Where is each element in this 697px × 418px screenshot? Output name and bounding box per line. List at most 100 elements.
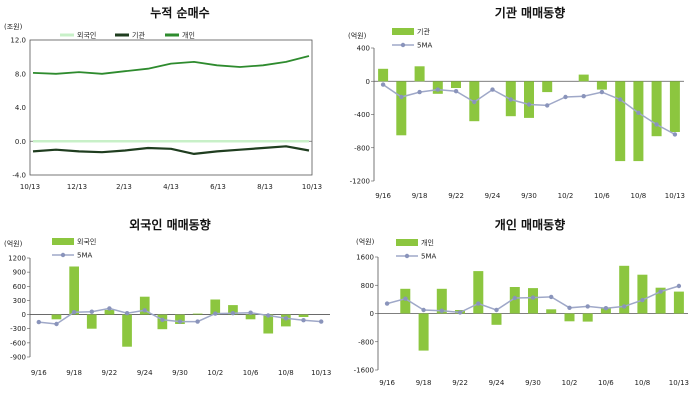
x-tick-label: 10/8 [635,379,651,387]
ma-point [599,89,605,95]
legend-label: 외국인 [77,31,96,40]
series-line [32,55,310,75]
x-tick-label: 9/30 [521,192,537,200]
x-tick-label: 9/24 [489,379,505,387]
ma-point [107,306,112,311]
bar [596,81,607,90]
x-tick-label: 10/2 [558,192,574,200]
ma-point [567,305,572,310]
ma-point [283,316,289,321]
unit-label: (조원) [4,22,23,31]
bar [210,299,221,315]
foreign-chart-panel: 외국인 매매동향 (억원) 1200 900 600 300 0 -300 -600 -900 외… [0,212,340,418]
y-tick-label: 0 [370,310,374,318]
x-tick-label: 10/13 [311,369,331,377]
bar [69,266,79,315]
y-tick-label: -1200 [350,178,370,186]
bar [396,81,407,136]
y-tick-label: 900 [13,269,26,277]
legend-swatch [392,28,414,35]
bar [418,313,429,351]
x-tick-label: 9/22 [448,192,464,200]
ma-point [530,295,536,300]
x-tick-label: 9/18 [66,369,82,377]
ma-point [549,294,554,300]
x-tick-label: 9/18 [412,192,428,200]
x-tick-label: 10/13 [302,183,322,191]
ma-point [142,308,147,313]
ma-point [472,99,477,105]
unit-label: (억원) [356,237,375,246]
y-tick-label: 600 [13,283,26,291]
chart-title: 기관 매매동향 [494,6,566,20]
ma-point [380,82,386,87]
bar [414,66,425,82]
chart-title: 외국인 매매동향 [129,218,211,232]
ma-point [476,301,481,306]
y-tick-label: 1200 [8,255,26,263]
bar [139,296,150,315]
unit-label: (억원) [348,31,367,40]
bar [378,68,389,82]
cumulative-chart-svg: (조원) 12.0 8.0 4.0 0.0 -4.0 10/13 12/13 2/13 4/13 6… [4,22,322,191]
x-tick-label: 2/13 [116,183,132,191]
bar [175,314,185,324]
ma-point [453,89,459,94]
ma-point [384,301,390,306]
ma-point [71,310,77,315]
y-tick-label: 0 [22,311,26,319]
bar [451,81,461,88]
bar [542,81,553,93]
x-tick-label: 4/13 [163,183,179,191]
bar [564,313,575,322]
y-tick-label: -600 [10,339,26,347]
legend-label: 외국인 [77,237,96,246]
bar [51,314,62,320]
ma-point [672,132,678,137]
bar [528,288,538,314]
ma-point [508,97,513,102]
ma-point [421,307,426,313]
ma-point [177,319,183,324]
y-tick-label: -300 [10,325,26,333]
x-tick-label: 9/16 [31,369,47,377]
x-tick-label: 10/13 [669,379,689,387]
ma-point [603,306,609,311]
x-tick-label: 12/13 [67,183,87,191]
legend-marker [60,252,66,258]
x-tick-label: 10/6 [598,379,614,387]
x-tick-label: 9/30 [172,369,188,377]
cumulative-chart-panel: 누적 순매수 (조원) 12.0 8.0 4.0 0.0 -4.0 10/13 12/13 2/… [0,0,340,210]
ma-point [266,313,271,318]
bar [655,287,666,314]
ma-point [160,317,165,322]
bar [651,81,662,137]
ma-point [403,296,408,301]
y-tick-label: 0.0 [15,138,26,146]
y-tick-label: 300 [13,297,26,305]
x-tick-label: 9/22 [102,369,118,377]
bar [436,288,447,314]
ma-point [676,283,682,289]
individual-chart-panel: 개인 매매동향 (억원) 1600 800 0 -800 -1600 개인 5MA 9/16 9/… [340,212,697,418]
legend-label: 5MA [421,253,436,261]
bar [263,314,274,334]
bar [245,314,256,320]
y-tick-label: -400 [354,111,370,119]
bar [578,74,589,82]
ma-point [494,307,499,313]
ma-point [658,289,663,294]
bar [633,81,644,162]
chart-title: 누적 순매수 [150,6,210,20]
ma-point [622,304,627,309]
legend-swatch [396,239,418,246]
ma-point [89,309,95,314]
ma-point [417,89,422,95]
y-tick-label: -900 [10,354,26,362]
x-tick-label: 9/16 [379,379,395,387]
ma-point [248,310,253,315]
ma-point [195,319,200,324]
legend-label: 기관 [417,27,430,36]
legend-label: 개인 [182,31,195,40]
x-tick-label: 10/2 [207,369,223,377]
